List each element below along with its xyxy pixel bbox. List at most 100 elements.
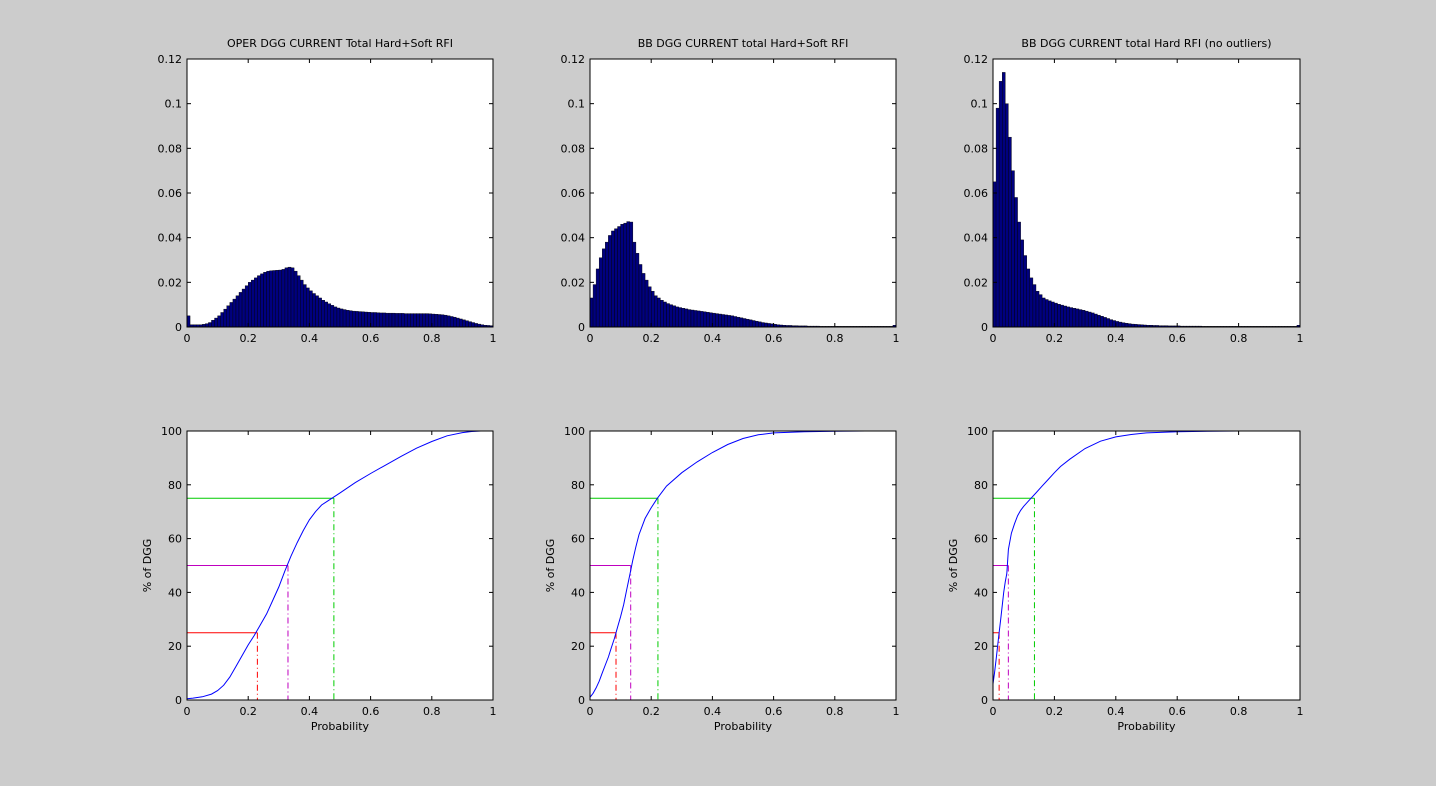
x-tick-label: 0.6 xyxy=(362,705,380,718)
x-tick-label: 1 xyxy=(1297,332,1304,345)
histogram-bar xyxy=(284,267,289,328)
histogram-bar xyxy=(303,284,307,328)
histogram-bar xyxy=(666,303,670,328)
histogram-bar xyxy=(1118,321,1123,328)
histogram-bar xyxy=(1038,294,1043,328)
axes-frame xyxy=(589,430,897,701)
histogram-bar xyxy=(446,315,451,328)
y-tick-label: 60 xyxy=(571,533,585,546)
histogram-bar xyxy=(1060,304,1064,328)
histogram-bar xyxy=(410,313,414,328)
quantile-25-marker xyxy=(993,632,1000,700)
histogram-bar xyxy=(321,300,325,328)
histogram-bar xyxy=(296,275,301,328)
histogram-bar xyxy=(696,310,701,328)
histogram-bar xyxy=(611,230,615,328)
histogram-bar xyxy=(651,291,655,328)
histogram-bar xyxy=(1063,305,1067,328)
chart-4: 0 0.2 0.4 0.6 0.8 1 0 20 40 60 80 100 Probability % o… xyxy=(141,425,497,733)
x-tick-label: 0.4 xyxy=(301,332,319,345)
quantile-75-marker xyxy=(187,497,335,700)
histogram-bar xyxy=(620,224,624,328)
x-tick-label: 0 xyxy=(990,332,997,345)
histogram-bar xyxy=(1094,313,1098,328)
histogram-bar xyxy=(1103,317,1107,328)
x-tick-label: 0.6 xyxy=(362,332,380,345)
histogram-bar xyxy=(657,297,661,328)
histogram-bar xyxy=(413,313,417,328)
histogram-bar xyxy=(998,81,1003,328)
y-tick-label: 0.1 xyxy=(165,98,183,111)
histogram-bar xyxy=(672,305,676,328)
histogram-bar xyxy=(623,222,627,328)
histogram-bar xyxy=(1023,255,1027,328)
histogram-bar xyxy=(635,253,640,328)
x-tick-label: 1 xyxy=(490,705,497,718)
histogram-bar xyxy=(730,315,735,328)
histogram-bar xyxy=(1087,311,1092,328)
plot-area xyxy=(993,59,1300,327)
histogram-bar xyxy=(223,308,227,328)
x-tick-label: 0.4 xyxy=(1107,705,1125,718)
chart-title: BB DGG CURRENT total Hard RFI (no outlie… xyxy=(1021,37,1271,50)
histogram-bar xyxy=(736,316,741,328)
y-tick-label: 80 xyxy=(571,479,585,492)
histogram-bar xyxy=(453,316,457,328)
histogram-bar xyxy=(352,310,356,328)
histogram-bar xyxy=(1041,297,1046,328)
histogram-bar xyxy=(605,241,609,328)
quantile-75-marker xyxy=(590,497,659,700)
chart-1: 0 0.2 0.4 0.6 0.8 1 0 0.02 0.04 0.06 0.08 0.1 0.12 OP… xyxy=(158,37,497,345)
histogram-bar xyxy=(1084,310,1089,328)
x-tick-label: 0.2 xyxy=(642,705,660,718)
histogram-bar xyxy=(312,293,316,328)
y-tick-label: 20 xyxy=(168,640,182,653)
y-tick-label: 0 xyxy=(175,321,182,334)
histogram-bar xyxy=(382,312,387,328)
histogram-bar xyxy=(443,314,448,328)
histogram-bar xyxy=(617,226,621,328)
histogram-bar xyxy=(232,298,237,328)
x-tick-label: 0.4 xyxy=(1107,332,1125,345)
histogram-bar xyxy=(238,292,243,328)
histogram-bar xyxy=(290,267,295,328)
histogram-bar xyxy=(1069,307,1074,328)
histogram-bar xyxy=(315,295,319,328)
histogram-bar xyxy=(745,318,750,328)
histogram-bars xyxy=(589,221,897,328)
y-tick-label: 20 xyxy=(571,640,585,653)
x-tick-label: 0.6 xyxy=(1168,332,1186,345)
histogram-bar xyxy=(269,270,273,328)
histogram-bar xyxy=(638,264,643,328)
histogram-bar xyxy=(632,241,637,328)
histogram-bar xyxy=(1072,308,1077,328)
histogram-bar xyxy=(217,315,221,328)
histogram-bar xyxy=(1011,170,1015,328)
histogram-bar xyxy=(468,321,472,328)
y-axis-label: % of DGG xyxy=(947,539,960,593)
y-tick-label: 40 xyxy=(974,586,988,599)
histogram-bar xyxy=(474,323,478,328)
axes-frame xyxy=(992,430,1301,701)
histogram-bar xyxy=(355,311,359,328)
histogram-bar xyxy=(1081,310,1086,328)
histogram-bar xyxy=(330,305,335,328)
y-tick-label: 40 xyxy=(168,586,182,599)
histogram-bar xyxy=(342,309,347,328)
histogram-bar xyxy=(703,311,707,328)
histogram-bar xyxy=(1078,309,1083,328)
histogram-bar xyxy=(660,300,664,328)
histogram-bar xyxy=(699,311,704,328)
histogram-bar xyxy=(654,295,658,328)
histogram-bar xyxy=(309,290,313,328)
histogram-bar xyxy=(1008,136,1012,328)
y-tick-label: 0.04 xyxy=(158,232,183,245)
histogram-bar xyxy=(675,306,679,328)
histogram-bar xyxy=(681,308,686,328)
x-axis-label: Probability xyxy=(311,720,370,733)
histogram-bar xyxy=(229,302,234,328)
histogram-bar xyxy=(693,310,698,328)
histogram-bar xyxy=(595,268,600,328)
histogram-bar xyxy=(687,309,692,328)
histogram-bars xyxy=(186,266,494,328)
